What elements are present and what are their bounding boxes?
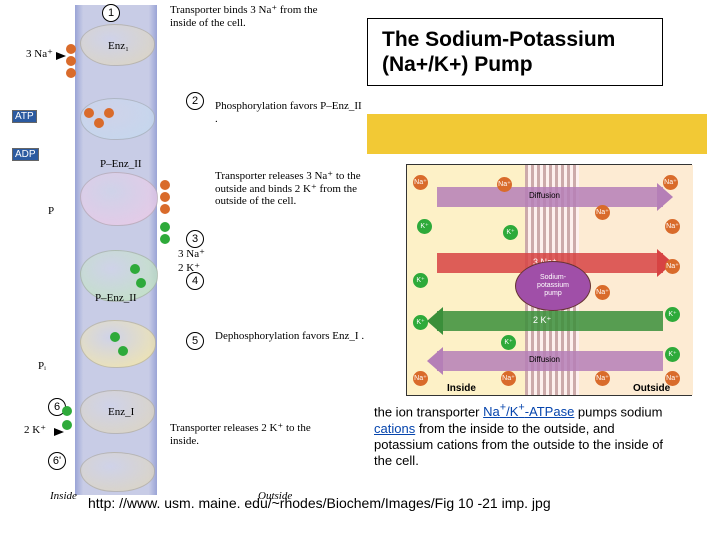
pi-label: Pᵢ — [38, 360, 46, 373]
arrow-icon — [56, 52, 66, 60]
title-box: The Sodium-Potassium (Na+/K+) Pump — [367, 18, 663, 86]
ion-sphere: K⁺ — [417, 219, 432, 234]
step-number: 6' — [48, 452, 66, 470]
inside-label: Inside — [447, 383, 476, 395]
ion-sphere: K⁺ — [665, 347, 680, 362]
ion-sphere: Na⁺ — [413, 175, 428, 190]
ion-sphere: Na⁺ — [595, 371, 610, 386]
arrow-icon — [54, 428, 64, 436]
membrane-transport-diagram: 3 Na⁺2 K⁺DiffusionDiffusionSodium-potass… — [406, 164, 692, 396]
atp-label: ATP — [12, 110, 37, 123]
ion-sphere: Na⁺ — [665, 219, 680, 234]
step-text: Phosphorylation favors P–Enz_II . — [215, 100, 365, 125]
ion-sphere: K⁺ — [503, 225, 518, 240]
ion-sphere: K⁺ — [501, 335, 516, 350]
inside-label: Inside — [50, 490, 77, 503]
ion-dot — [62, 406, 72, 416]
ion-dot — [62, 420, 72, 430]
enzyme-blob — [80, 98, 155, 140]
step-text: Transporter releases 2 K⁺ to the inside. — [170, 422, 320, 447]
source-url: http: //www. usm. maine. edu/~rhodes/Bio… — [88, 495, 551, 511]
phospho-label: P–Enz_II — [100, 158, 142, 171]
ion-dot — [118, 346, 128, 356]
step-number: 3 — [186, 230, 204, 248]
ion-sphere: Na⁺ — [665, 259, 680, 274]
step-text: Transporter releases 3 Na⁺ to the outsid… — [215, 170, 365, 208]
arrowhead-icon — [427, 347, 443, 375]
release-label: 3 Na⁺ — [178, 248, 205, 261]
ion-dot — [136, 278, 146, 288]
ion-dot — [160, 222, 170, 232]
phospho-label: P–Enz_II — [95, 292, 137, 305]
ion-sphere: K⁺ — [413, 315, 428, 330]
pump-oval: Sodium-potassiumpump — [515, 261, 591, 311]
diffusion-label: Diffusion — [529, 191, 560, 200]
step-text: Transporter binds 3 Na⁺ from the inside … — [170, 4, 320, 29]
arrow-label: 2 K⁺ — [533, 315, 551, 325]
ion-dot — [94, 118, 104, 128]
caption-text: the ion transporter Na+/K+-ATPase pumps … — [374, 402, 664, 469]
ion-dot — [130, 264, 140, 274]
ion-count-label: 3 Na⁺ — [26, 48, 53, 61]
ion-dot — [104, 108, 114, 118]
enzyme-blob — [80, 452, 155, 492]
ion-dot — [110, 332, 120, 342]
pump-cycle-diagram: 1 Transporter binds 3 Na⁺ from the inside… — [0, 0, 365, 505]
enzyme-blob — [80, 320, 156, 368]
ion-dot — [84, 108, 94, 118]
diffusion-label: Diffusion — [529, 355, 560, 364]
ion-sphere: Na⁺ — [595, 205, 610, 220]
title-text: The Sodium-Potassium (Na+/K+) Pump — [382, 27, 648, 77]
step-number: 5 — [186, 332, 204, 350]
enzyme-blob — [80, 172, 158, 226]
ion-dot — [160, 204, 170, 214]
accent-bar — [367, 114, 707, 154]
ion-dot — [66, 68, 76, 78]
step-number: 2 — [186, 92, 204, 110]
ion-sphere: K⁺ — [413, 273, 428, 288]
ion-sphere: Na⁺ — [663, 175, 678, 190]
ion-count-label: 2 K⁺ — [24, 424, 46, 437]
ion-sphere: K⁺ — [665, 307, 680, 322]
ion-dot — [66, 44, 76, 54]
arrowhead-icon — [427, 307, 443, 335]
step-number: 1 — [102, 4, 120, 22]
ion-dot — [160, 180, 170, 190]
phospho-label: P — [48, 205, 54, 218]
outside-label: Outside — [633, 383, 670, 395]
ion-sphere: Na⁺ — [501, 371, 516, 386]
adp-label: ADP — [12, 148, 39, 161]
ion-sphere: Na⁺ — [497, 177, 512, 192]
ion-dot — [160, 234, 170, 244]
enzyme-label: Enz₁ — [108, 40, 129, 53]
ion-sphere: Na⁺ — [413, 371, 428, 386]
enzyme-label: Enz_I — [108, 406, 134, 419]
step-text: Dephosphorylation favors Enz_I . — [215, 330, 365, 343]
ion-sphere: Na⁺ — [595, 285, 610, 300]
step-number: 4 — [186, 272, 204, 290]
ion-dot — [160, 192, 170, 202]
ion-dot — [66, 56, 76, 66]
